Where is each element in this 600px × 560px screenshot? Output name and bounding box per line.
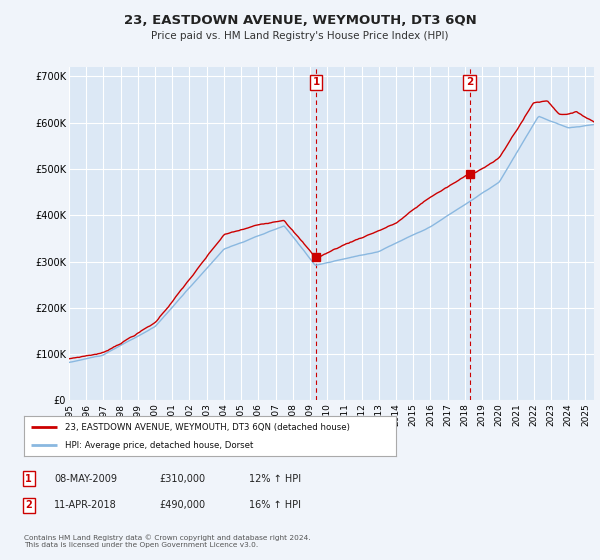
Text: 1: 1 (25, 474, 32, 484)
Text: Contains HM Land Registry data © Crown copyright and database right 2024.
This d: Contains HM Land Registry data © Crown c… (24, 535, 311, 548)
Text: HPI: Average price, detached house, Dorset: HPI: Average price, detached house, Dors… (65, 441, 253, 450)
Text: 11-APR-2018: 11-APR-2018 (54, 500, 117, 510)
Text: Price paid vs. HM Land Registry's House Price Index (HPI): Price paid vs. HM Land Registry's House … (151, 31, 449, 41)
Text: 12% ↑ HPI: 12% ↑ HPI (249, 474, 301, 484)
Text: 2: 2 (466, 77, 473, 87)
Text: 2: 2 (25, 500, 32, 510)
Text: 08-MAY-2009: 08-MAY-2009 (54, 474, 117, 484)
Text: 16% ↑ HPI: 16% ↑ HPI (249, 500, 301, 510)
Text: 1: 1 (313, 77, 320, 87)
Text: 23, EASTDOWN AVENUE, WEYMOUTH, DT3 6QN: 23, EASTDOWN AVENUE, WEYMOUTH, DT3 6QN (124, 14, 476, 27)
Text: 23, EASTDOWN AVENUE, WEYMOUTH, DT3 6QN (detached house): 23, EASTDOWN AVENUE, WEYMOUTH, DT3 6QN (… (65, 423, 350, 432)
Text: £490,000: £490,000 (159, 500, 205, 510)
Text: £310,000: £310,000 (159, 474, 205, 484)
